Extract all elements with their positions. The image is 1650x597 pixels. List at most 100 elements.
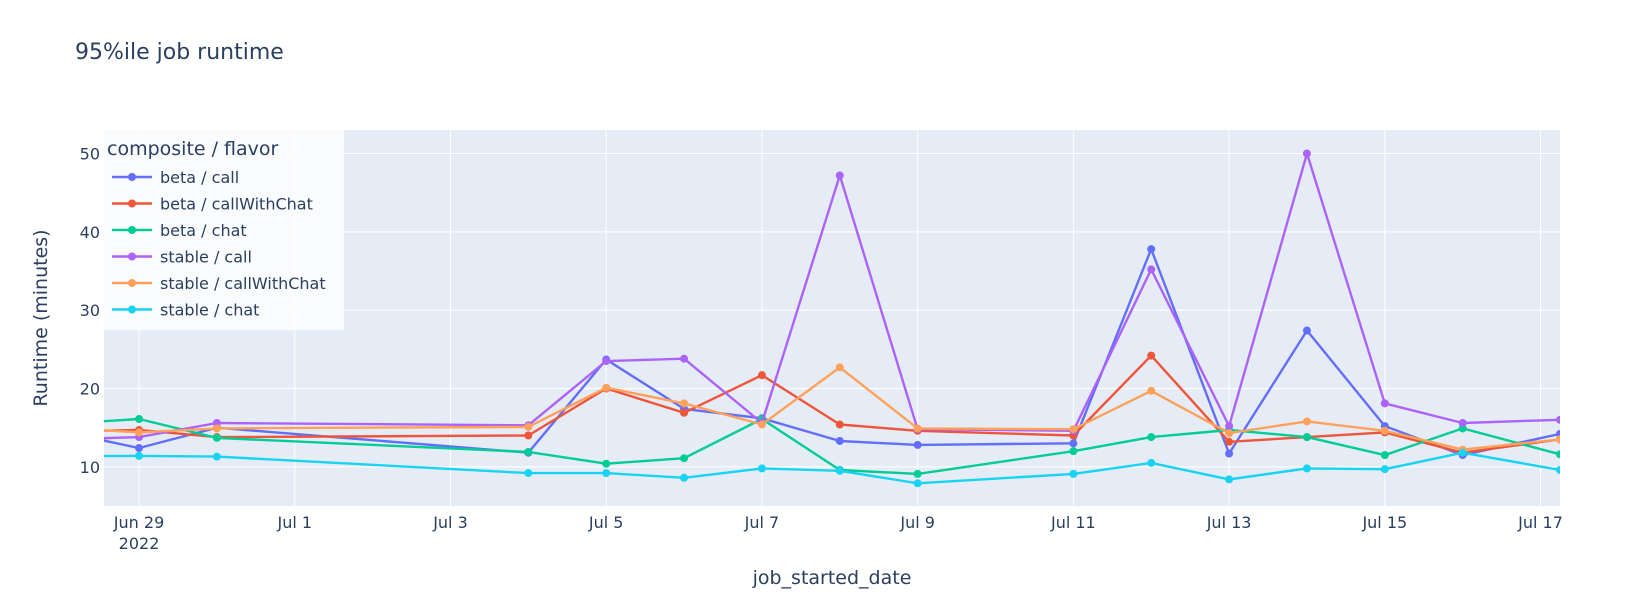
data-point [1147,265,1156,274]
data-point [1380,451,1389,460]
y-tick-label: 30 [80,301,100,320]
series-stable-callwithchat [104,363,1560,454]
data-point [1458,418,1467,427]
legend-swatch-marker [128,279,136,287]
x-tick-label: Jul 13 [1206,513,1252,532]
data-point [1147,386,1156,395]
data-point [680,454,689,463]
data-point [1556,450,1560,459]
data-point [602,357,611,366]
data-point [602,459,611,468]
series-stable-chat [57,448,1560,488]
data-point [680,408,689,417]
series-line [104,247,1560,457]
legend-item[interactable]: stable / call [112,248,252,267]
data-point [680,399,689,408]
data-point [835,466,844,475]
data-point [913,479,922,488]
legend-label: stable / callWithChat [160,274,326,293]
y-tick-label: 10 [80,458,100,477]
data-point [680,473,689,482]
data-point [135,415,144,424]
x-tick-label: Jul 17 [1517,513,1563,532]
legend-label: beta / callWithChat [160,195,313,214]
x-tick-label: Jul 5 [588,513,624,532]
data-point [1380,465,1389,474]
data-point [913,440,922,449]
series-line [104,152,1560,440]
x-axis-title: job_started_date [752,567,912,589]
data-point [1225,437,1234,446]
data-point [1147,245,1156,254]
data-point [835,436,844,445]
legend-label: stable / call [160,248,252,267]
legend-item[interactable]: beta / call [112,168,239,187]
data-point [835,171,844,180]
legend-swatch-marker [128,305,136,314]
data-point [212,452,221,461]
y-tick-label: 40 [80,223,100,242]
data-point [913,424,922,433]
data-point [1302,464,1311,473]
legend-item[interactable]: stable / chat [112,301,259,320]
y-axis-title: Runtime (minutes) [30,229,52,406]
data-point [57,420,65,428]
data-point [57,452,65,460]
data-point [602,383,611,392]
series-line [104,451,1560,485]
data-point [1302,433,1311,442]
data-point [57,435,65,443]
legend-swatch-marker [128,226,136,234]
legend-item[interactable]: beta / chat [112,221,247,240]
data-point [524,422,533,431]
x-tick-label: Jul 1 [276,513,312,532]
data-point [1458,448,1467,457]
series-line [104,354,1560,454]
data-point [57,428,65,436]
data-point [524,447,533,456]
data-point [1225,449,1234,458]
data-point [524,431,533,440]
data-point [913,469,922,478]
y-tick-label: 50 [80,145,100,164]
data-point [1069,439,1078,448]
data-point [135,451,144,460]
data-point [1147,351,1156,360]
legend-title: composite / flavor [107,138,279,160]
data-point [524,469,533,478]
data-point [680,354,689,363]
data-point [1380,426,1389,435]
y-tick-label: 20 [80,380,100,399]
legend-item[interactable]: stable / callWithChat [112,274,326,293]
data-point [757,420,766,429]
x-tick-label: Jul 9 [899,513,935,532]
data-point [1147,433,1156,442]
data-point [1556,435,1560,444]
data-point [1069,447,1078,456]
data-point [835,363,844,372]
data-point [1225,475,1234,484]
data-point [757,464,766,473]
chart-title: 95%ile job runtime [75,40,284,65]
legend-label: beta / call [160,168,239,187]
data-point [57,428,65,436]
data-point [212,424,221,433]
x-tick-label: Jul 7 [744,513,780,532]
data-point [1302,326,1311,335]
x-tick-label: Jun 29 [113,513,164,532]
legend-items[interactable]: beta / call beta / callWithChat beta / cha… [112,168,326,320]
legend-swatch-marker [128,173,136,181]
data-point [1069,469,1078,478]
data-point [1380,399,1389,408]
x-tick-label: Jul 11 [1050,513,1096,532]
y-axis-ticks: 10 20 30 40 50 [80,145,100,477]
data-point [135,428,144,437]
legend-swatch-marker [128,252,136,261]
data-point [1147,458,1156,467]
data-point [1556,465,1560,474]
series-line [104,417,1560,476]
legend-label: beta / chat [160,221,247,240]
series-layer [57,149,1560,488]
legend-item[interactable]: beta / callWithChat [112,195,313,214]
